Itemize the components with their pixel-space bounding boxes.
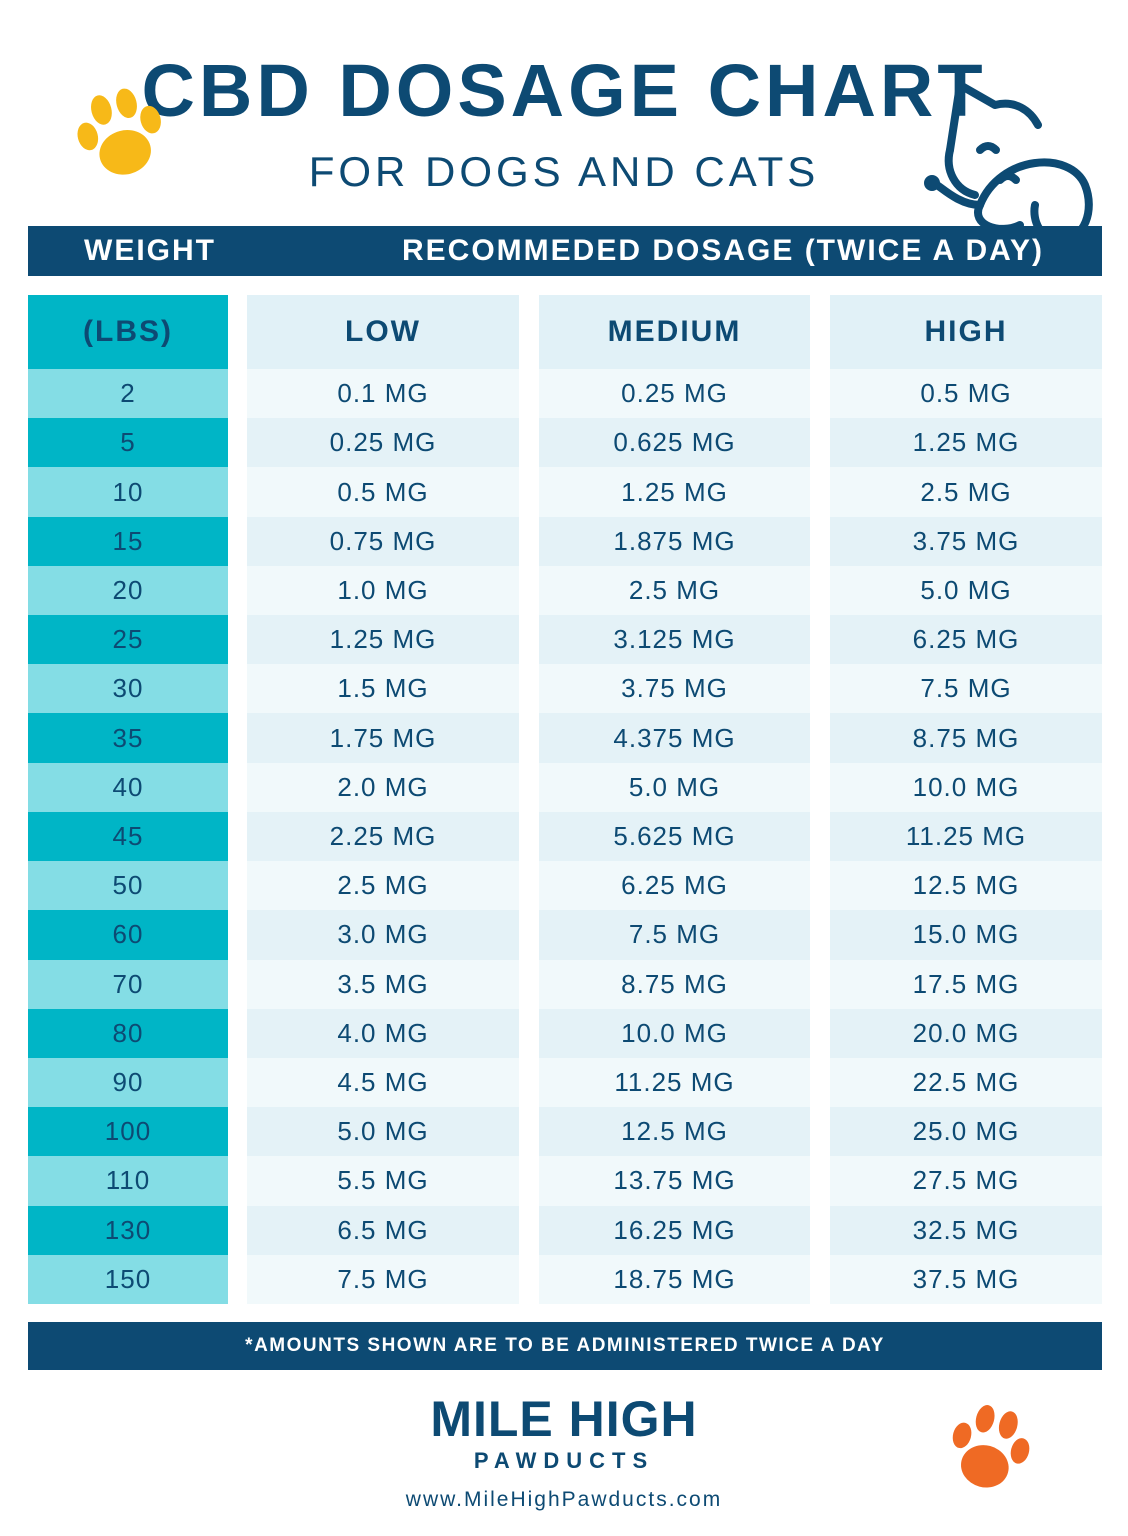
weight-cell: 150: [28, 1254, 228, 1304]
dose-cell: 27.5 MG: [830, 1156, 1102, 1206]
dose-cell: 3.0 MG: [247, 910, 519, 960]
column-header: (LBS): [28, 295, 228, 369]
dose-cell: 1.0 MG: [247, 565, 519, 616]
dose-cell: 2.5 MG: [539, 565, 810, 616]
dose-cell: 1.25 MG: [539, 467, 810, 517]
dose-cell: 3.75 MG: [830, 516, 1102, 566]
subtitle: FOR DOGS AND CATS: [308, 148, 820, 195]
brand-url: www.MileHighPawducts.com: [405, 1488, 723, 1511]
weight-cell: 90: [28, 1057, 228, 1108]
dose-cell: 5.0 MG: [830, 565, 1102, 616]
brand-name: MILE HIGH: [430, 1391, 698, 1447]
weight-cell: 100: [28, 1107, 228, 1157]
dose-cell: 2.25 MG: [247, 811, 519, 862]
dose-cell: 8.75 MG: [539, 959, 810, 1009]
dose-cell: 10.0 MG: [830, 762, 1102, 812]
weight-cell: 110: [28, 1156, 228, 1206]
dose-cell: 15.0 MG: [830, 910, 1102, 960]
footnote: *AMOUNTS SHOWN ARE TO BE ADMINISTERED TW…: [245, 1335, 885, 1356]
dose-cell: 10.0 MG: [539, 1008, 810, 1058]
dosage-header: RECOMMEDED DOSAGE (TWICE A DAY): [402, 234, 1045, 267]
weight-cell: 35: [28, 713, 228, 763]
dose-cell: 2.5 MG: [247, 861, 519, 911]
weight-cell: 10: [28, 467, 228, 517]
dose-cell: 3.125 MG: [539, 615, 810, 665]
dose-cell: 20.0 MG: [830, 1008, 1102, 1058]
dose-cell: 11.25 MG: [539, 1057, 810, 1108]
weight-cell: 70: [28, 959, 228, 1009]
dose-cell: 12.5 MG: [830, 861, 1102, 911]
weight-header: WEIGHT: [84, 234, 216, 267]
weight-cell: 15: [28, 516, 228, 566]
dose-cell: 6.5 MG: [247, 1205, 519, 1255]
dose-cell: 37.5 MG: [830, 1254, 1102, 1304]
weight-cell: 60: [28, 910, 228, 960]
weight-cell: 130: [28, 1205, 228, 1255]
weight-cell: 2: [28, 369, 228, 419]
weight-cell: 5: [28, 418, 228, 468]
dose-cell: 7.5 MG: [247, 1254, 519, 1304]
dose-cell: 1.75 MG: [247, 713, 519, 763]
title: CBD DOSAGE CHART: [141, 49, 987, 132]
column-header: MEDIUM: [539, 295, 810, 369]
dose-cell: 5.5 MG: [247, 1156, 519, 1206]
dose-cell: 5.0 MG: [539, 762, 810, 812]
dose-cell: 0.5 MG: [830, 369, 1102, 419]
weight-cell: 40: [28, 762, 228, 812]
dose-cell: 0.75 MG: [247, 516, 519, 566]
weight-cell: 50: [28, 861, 228, 911]
dose-cell: 8.75 MG: [830, 713, 1102, 763]
dose-cell: 1.25 MG: [247, 615, 519, 665]
dose-cell: 5.625 MG: [539, 811, 810, 862]
dose-cell: 0.1 MG: [247, 369, 519, 419]
dose-cell: 2.5 MG: [830, 467, 1102, 517]
dose-cell: 12.5 MG: [539, 1107, 810, 1157]
dose-cell: 6.25 MG: [539, 861, 810, 911]
dose-cell: 13.75 MG: [539, 1156, 810, 1206]
weight-cell: 20: [28, 565, 228, 616]
dose-cell: 0.5 MG: [247, 467, 519, 517]
dose-cell: 3.75 MG: [539, 664, 810, 714]
dose-cell: 7.5 MG: [539, 910, 810, 960]
dose-cell: 4.375 MG: [539, 713, 810, 763]
dose-cell: 22.5 MG: [830, 1057, 1102, 1108]
paw-icon-yellow: [77, 88, 161, 175]
pet-icon: [924, 81, 1093, 244]
weight-cell: 30: [28, 664, 228, 714]
column-header: LOW: [247, 295, 519, 369]
dose-cell: 0.25 MG: [247, 418, 519, 468]
dose-cell: 1.875 MG: [539, 516, 810, 566]
dose-cell: 25.0 MG: [830, 1107, 1102, 1157]
dose-cell: 4.5 MG: [247, 1057, 519, 1108]
dose-cell: 0.625 MG: [539, 418, 810, 468]
dose-cell: 3.5 MG: [247, 959, 519, 1009]
header-bar: WEIGHT RECOMMEDED DOSAGE (TWICE A DAY): [28, 226, 1102, 276]
dose-cell: 0.25 MG: [539, 369, 810, 419]
dose-cell: 4.0 MG: [247, 1008, 519, 1058]
dose-cell: 2.0 MG: [247, 762, 519, 812]
weight-cell: 25: [28, 615, 228, 665]
dose-cell: 7.5 MG: [830, 664, 1102, 714]
brand-sub: PAWDUCTS: [473, 1448, 655, 1473]
dose-cell: 1.25 MG: [830, 418, 1102, 468]
dose-cell: 5.0 MG: [247, 1107, 519, 1157]
dose-cell: 18.75 MG: [539, 1254, 810, 1304]
dose-cell: 17.5 MG: [830, 959, 1102, 1009]
footnote-bar: *AMOUNTS SHOWN ARE TO BE ADMINISTERED TW…: [28, 1322, 1102, 1370]
dose-cell: 16.25 MG: [539, 1205, 810, 1255]
dose-cell: 32.5 MG: [830, 1205, 1102, 1255]
paw-icon-orange: [952, 1405, 1030, 1488]
dose-cell: 11.25 MG: [830, 811, 1102, 862]
dose-cell: 1.5 MG: [247, 664, 519, 714]
column-header: HIGH: [830, 295, 1102, 369]
weight-cell: 80: [28, 1008, 228, 1058]
dose-cell: 6.25 MG: [830, 615, 1102, 665]
weight-cell: 45: [28, 811, 228, 862]
